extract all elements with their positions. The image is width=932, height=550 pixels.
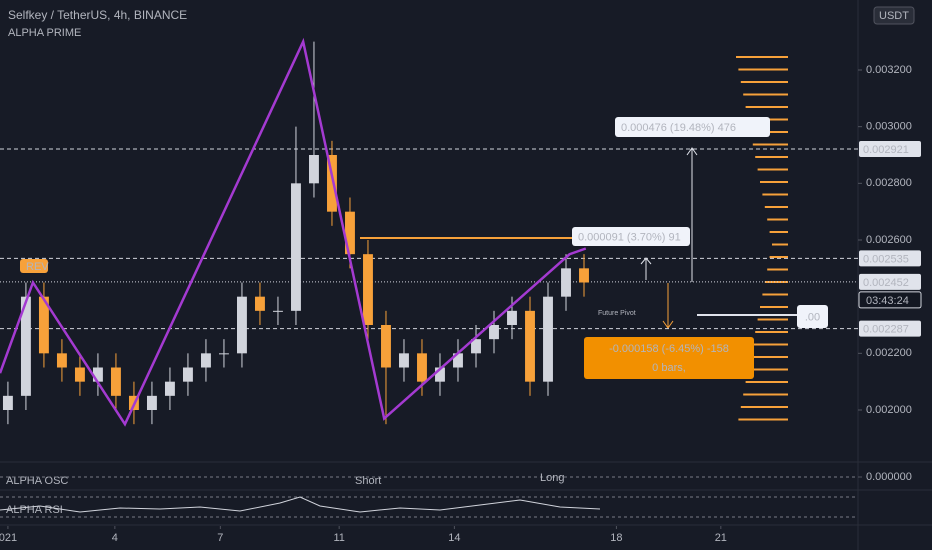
- annotation: Future Pivot: [598, 310, 636, 317]
- candle-body: [381, 325, 391, 368]
- price-label: 0.002287: [863, 324, 909, 336]
- annotation-box: [615, 117, 770, 137]
- indicator-name: ALPHA PRIME: [8, 27, 81, 39]
- countdown-box: [858, 291, 922, 309]
- signal-label: Long: [540, 472, 564, 484]
- pane-tick-label: 0.000000: [866, 471, 912, 483]
- rsi-line: [0, 496, 601, 513]
- candle-body: [56, 353, 67, 368]
- candle-body: [327, 154, 337, 212]
- candle-body: [164, 381, 175, 396]
- candle-body: [471, 339, 481, 354]
- candle-body: [543, 296, 553, 382]
- x-tick-label: 11: [333, 532, 344, 544]
- candle-body: [255, 296, 265, 311]
- candle-body: [38, 296, 49, 354]
- annotation: 0.000091 (3.70%) 91: [578, 231, 681, 243]
- x-tick-label: 4: [112, 532, 118, 544]
- signal-label: Short: [355, 475, 381, 487]
- countdown: 03:43:24: [866, 295, 909, 307]
- y-tick-label: 0.002200: [866, 347, 912, 359]
- candle-body: [92, 367, 103, 382]
- annotation-box: [572, 227, 690, 246]
- candle-body: [309, 154, 319, 184]
- candle-body: [2, 395, 13, 411]
- annotation-box: [797, 305, 828, 328]
- symbol-title: Selfkey / TetherUS, 4h, BINANCE: [8, 8, 187, 22]
- candle-body: [182, 367, 193, 382]
- candle-body: [525, 310, 535, 382]
- annotation: 0 bars,: [652, 362, 686, 374]
- candle-body: [345, 211, 355, 255]
- candle-body: [507, 310, 517, 326]
- annotation: 0.000476 (19.48%) 476: [621, 122, 736, 134]
- x-tick-label: 21: [715, 532, 727, 544]
- pane-title: ALPHA OSC: [6, 475, 68, 487]
- candle-body: [237, 296, 247, 354]
- candle-body: [579, 268, 589, 283]
- y-tick-label: 0.002600: [866, 234, 912, 246]
- price-label-box: [859, 273, 921, 290]
- price-label: 0.002535: [863, 253, 909, 265]
- currency-label[interactable]: USDT: [879, 10, 909, 22]
- x-tick-label: 14: [448, 532, 460, 544]
- arrow-head: [686, 147, 698, 156]
- y-tick-label: 0.002000: [866, 404, 912, 416]
- annotation: .00: [805, 311, 820, 323]
- zigzag-line: [0, 37, 587, 427]
- arrow-head: [662, 320, 674, 329]
- price-label: 0.002452: [863, 277, 909, 289]
- x-tick-label: 18: [610, 532, 622, 544]
- candle-body: [219, 353, 229, 355]
- y-tick-label: 0.003200: [866, 64, 912, 76]
- candle-body: [399, 353, 409, 368]
- annotation: REV: [26, 261, 49, 273]
- price-label-box: [859, 320, 921, 337]
- candle-body: [200, 353, 211, 368]
- annotation-box: [584, 337, 754, 379]
- candle-body: [453, 353, 463, 368]
- candle-body: [20, 296, 31, 396]
- candle-body: [74, 367, 85, 382]
- annotation: -0.000158 (-6.45%) -158: [609, 343, 729, 355]
- y-tick-label: 0.002800: [866, 177, 912, 189]
- candle-body: [363, 254, 373, 326]
- pane-title: ALPHA RSI: [6, 504, 63, 516]
- candle-body: [291, 183, 301, 311]
- candle-body: [110, 367, 121, 396]
- price-label: 0.002921: [863, 144, 909, 156]
- candle-body: [417, 353, 427, 382]
- candle-body: [146, 395, 157, 411]
- candle-body: [489, 325, 499, 340]
- candle-body: [273, 310, 283, 312]
- x-tick-label: 021: [0, 532, 17, 544]
- y-tick-label: 0.003000: [866, 121, 912, 133]
- x-tick-label: 7: [217, 532, 223, 544]
- annotation-box: [20, 259, 48, 273]
- candle-body: [435, 367, 445, 382]
- price-label-box: [859, 250, 921, 267]
- candle-body: [561, 268, 571, 297]
- price-label-box: [859, 141, 921, 158]
- currency-button[interactable]: [873, 6, 915, 25]
